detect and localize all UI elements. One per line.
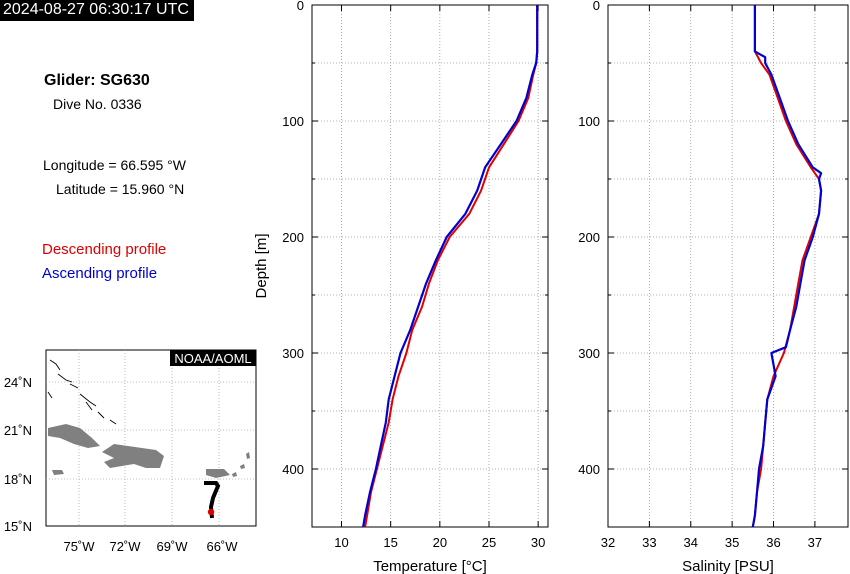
y-tick-label: 0 (297, 0, 304, 13)
map-lon-labels: 75˚W 72˚W 69˚W 66˚W (63, 539, 238, 554)
map-credit: NOAA/AOML (174, 351, 251, 366)
credit-box (170, 350, 256, 366)
plot-frame (311, 4, 549, 528)
ascending-series-line (362, 5, 539, 528)
longitude-label: Longitude = 66.595 °W (43, 157, 186, 173)
x-tick-label: 36 (766, 535, 780, 550)
map-land (48, 424, 250, 478)
lon-label: 72˚W (109, 539, 141, 554)
y-axis-label: Depth [m] (253, 233, 270, 298)
axis-ticks (607, 4, 848, 528)
y-tick-label: 400 (282, 462, 304, 477)
grid-lines (312, 5, 548, 527)
x-tick-label: 25 (482, 535, 496, 550)
y-tick-label: 100 (578, 114, 600, 129)
glider-position-marker (207, 508, 215, 516)
dive-number: Dive No. 0336 (53, 96, 142, 112)
y-tick-label: 100 (282, 114, 304, 129)
y-tick-label: 300 (578, 346, 600, 361)
x-tick-label: 20 (433, 535, 447, 550)
x-axis-label: Temperature [°C] (373, 558, 487, 574)
x-tick-label: 30 (531, 535, 545, 550)
grid-lines (607, 5, 848, 527)
x-tick-label: 33 (642, 535, 656, 550)
x-tick-label: 35 (725, 535, 739, 550)
lat-label: 18˚N (4, 472, 32, 487)
x-tick-label: 37 (808, 535, 822, 550)
y-tick-label: 0 (593, 0, 600, 13)
timestamp-label: 2024-08-27 06:30:17 UTC (0, 0, 194, 21)
salinity-chart: 32 33 34 35 36 37 0 100 200 300 400 Salinity [PSU] (578, 0, 849, 574)
legend-ascending: Ascending profile (42, 265, 158, 282)
x-tick-label: 10 (334, 535, 348, 550)
y-tick-label: 300 (282, 346, 304, 361)
lon-label: 69˚W (156, 539, 188, 554)
lat-label: 24˚N (4, 375, 32, 390)
y-tick-label: 200 (578, 230, 600, 245)
lon-label: 75˚W (63, 539, 95, 554)
map-coastline (47, 359, 117, 425)
y-tick-label: 400 (578, 462, 600, 477)
x-tick-label: 34 (684, 535, 698, 550)
x-tick-label: 32 (601, 535, 615, 550)
plot-frame (607, 4, 849, 528)
glider-title: Glider: SG630 (44, 72, 150, 89)
y-tick-label: 200 (282, 230, 304, 245)
map-lat-labels: 24˚N 21˚N 18˚N 15˚N (4, 375, 32, 534)
latitude-label: Latitude = 15.960 °N (56, 181, 185, 197)
lon-label: 66˚W (206, 539, 238, 554)
ascending-series-line (751, 5, 823, 528)
x-axis-label: Salinity [PSU] (682, 558, 774, 574)
x-tick-label: 15 (383, 535, 397, 550)
legend-descending: Descending profile (42, 241, 167, 258)
lat-label: 21˚N (4, 423, 32, 438)
axis-ticks (312, 4, 548, 528)
lat-label: 15˚N (4, 519, 32, 534)
location-map: NOAA/AOML 24˚N 21˚N 18˚N 15˚N 75˚W 72˚W … (4, 349, 257, 554)
